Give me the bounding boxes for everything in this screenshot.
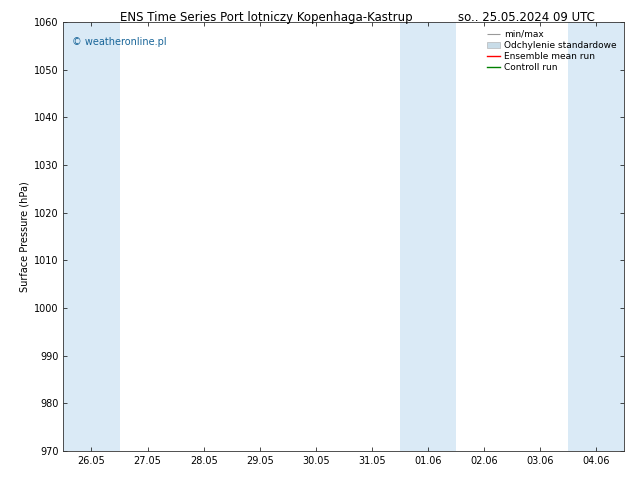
Bar (400, 22, 456, 451)
Text: ENS Time Series Port lotniczy Kopenhaga-Kastrup: ENS Time Series Port lotniczy Kopenhaga-… (120, 11, 413, 24)
Bar (63, 22, 120, 451)
Legend: min/max, Odchylenie standardowe, Ensemble mean run, Controll run: min/max, Odchylenie standardowe, Ensembl… (484, 27, 619, 75)
Text: © weatheronline.pl: © weatheronline.pl (72, 37, 167, 47)
Y-axis label: Surface Pressure (hPa): Surface Pressure (hPa) (20, 181, 30, 292)
Text: so.. 25.05.2024 09 UTC: so.. 25.05.2024 09 UTC (458, 11, 595, 24)
Bar (569, 22, 624, 451)
